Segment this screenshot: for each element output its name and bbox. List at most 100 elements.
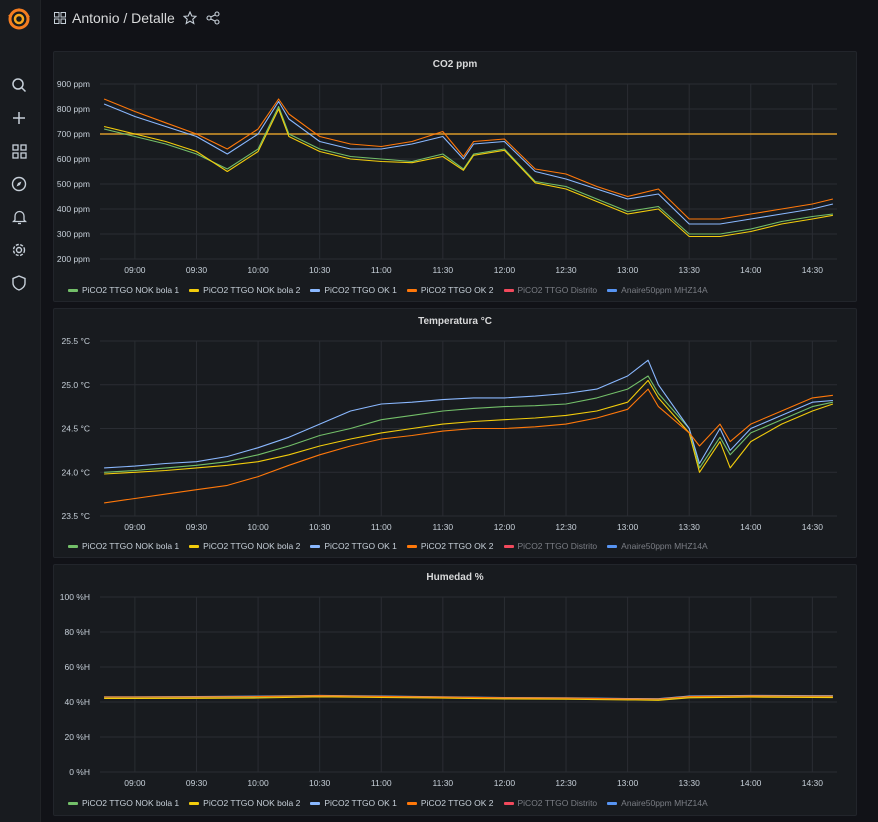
x-tick-label: 13:00 xyxy=(617,522,639,532)
series-line[interactable] xyxy=(104,695,833,700)
panel-title[interactable]: CO2 ppm xyxy=(432,59,478,70)
grafana-logo-icon[interactable] xyxy=(6,6,32,32)
panel-co2[interactable]: CO2 ppm 200 ppm 300 ppm 400 ppm 500 ppm 600 … xyxy=(53,51,857,302)
legend-item[interactable]: PiCO2 TTGO OK 2 xyxy=(406,284,494,296)
x-tick-label: 14:00 xyxy=(740,265,762,275)
legend: PiCO2 TTGO NOK bola 1 PiCO2 TTGO NOK bola… xyxy=(68,797,718,809)
legend-item[interactable]: PiCO2 TTGO OK 1 xyxy=(310,797,397,809)
y-tick-label: 20 %H xyxy=(64,732,90,742)
x-tick-label: 09:00 xyxy=(124,778,146,788)
series-line[interactable] xyxy=(104,375,834,473)
series-line[interactable] xyxy=(104,359,833,469)
side-menu xyxy=(0,0,41,822)
alerting-bell-icon[interactable] xyxy=(8,206,30,228)
legend-item[interactable]: Anaire50ppm MHZ14A xyxy=(607,540,708,552)
legend-item[interactable]: PiCO2 TTGO NOK bola 2 xyxy=(189,540,300,552)
dashboards-icon[interactable] xyxy=(8,140,30,162)
legend-swatch xyxy=(607,288,618,292)
x-tick-label: 13:30 xyxy=(679,522,701,532)
dashboard-breadcrumb-title[interactable]: Antonio / Detalle xyxy=(72,10,175,26)
y-tick-label: 700 ppm xyxy=(57,129,90,139)
temperature-chart: 23.5 °C 24.0 °C 24.5 °C 25.0 °C 25.5 °C 09:00… xyxy=(62,336,837,532)
legend-label: PiCO2 TTGO NOK bola 1 xyxy=(82,285,180,295)
x-tick-label: 14:00 xyxy=(740,522,762,532)
x-tick-label: 10:30 xyxy=(309,265,331,275)
x-tick-label: 12:30 xyxy=(555,265,577,275)
y-tick-label: 900 ppm xyxy=(57,79,90,89)
series-line[interactable] xyxy=(104,696,833,701)
humidity-chart: 0 %H 20 %H 40 %H 60 %H 80 %H 100 %H 09:00 09:30… xyxy=(60,592,837,788)
settings-gear-icon[interactable] xyxy=(8,239,30,261)
legend-label: Anaire50ppm MHZ14A xyxy=(621,541,708,551)
legend-label: PiCO2 TTGO NOK bola 2 xyxy=(203,285,301,295)
x-tick-label: 09:00 xyxy=(124,522,146,532)
x-tick-label: 13:00 xyxy=(617,265,639,275)
panel-humidity[interactable]: Humedad % 0 %H 20 %H 40 %H 60 %H 80 %H 100 %H… xyxy=(53,564,857,816)
y-tick-label: 100 %H xyxy=(60,592,90,602)
legend-item[interactable]: PiCO2 TTGO OK 2 xyxy=(406,797,494,809)
x-tick-label: 13:30 xyxy=(679,265,701,275)
search-icon[interactable] xyxy=(8,74,30,96)
legend-swatch xyxy=(310,544,321,548)
x-tick-label: 09:30 xyxy=(186,522,208,532)
legend-item[interactable]: PiCO2 TTGO NOK bola 1 xyxy=(68,284,179,296)
dashboard-grid-icon xyxy=(54,12,66,24)
series-line[interactable] xyxy=(103,105,833,235)
plus-icon[interactable] xyxy=(8,107,30,129)
panel-title[interactable]: Temperatura °C xyxy=(418,316,492,327)
legend-swatch xyxy=(503,544,514,548)
legend-item[interactable]: PiCO2 TTGO NOK bola 2 xyxy=(189,797,300,809)
legend: PiCO2 TTGO NOK bola 1 PiCO2 TTGO NOK bola… xyxy=(68,540,718,552)
x-tick-label: 11:30 xyxy=(433,265,454,275)
y-tick-label: 25.0 °C xyxy=(62,380,90,390)
legend-label: Anaire50ppm MHZ14A xyxy=(621,285,708,295)
y-tick-label: 0 %H xyxy=(69,767,90,777)
y-tick-label: 800 ppm xyxy=(57,104,90,114)
y-tick-label: 300 ppm xyxy=(57,229,90,239)
x-tick-label: 09:00 xyxy=(124,265,146,275)
legend-label: PiCO2 TTGO OK 1 xyxy=(324,798,397,808)
panel-title[interactable]: Humedad % xyxy=(426,572,484,583)
legend-item[interactable]: Anaire50ppm MHZ14A xyxy=(607,284,708,296)
y-tick-label: 40 %H xyxy=(64,697,90,707)
legend-item[interactable]: PiCO2 TTGO OK 1 xyxy=(310,284,397,296)
x-tick-label: 12:00 xyxy=(494,265,516,275)
legend-item[interactable]: PiCO2 TTGO Distrito xyxy=(503,797,597,809)
panel-temperature[interactable]: Temperatura °C 23.5 °C 24.0 °C 24.5 °C 25.0… xyxy=(53,308,857,558)
star-icon[interactable] xyxy=(183,11,197,25)
legend-item[interactable]: PiCO2 TTGO NOK bola 1 xyxy=(68,540,179,552)
legend-label: PiCO2 TTGO OK 2 xyxy=(420,541,494,551)
legend-label: PiCO2 TTGO Distrito xyxy=(517,285,598,295)
legend-swatch xyxy=(503,801,514,805)
legend-item[interactable]: Anaire50ppm MHZ14A xyxy=(607,797,708,809)
x-tick-label: 12:00 xyxy=(494,778,516,788)
y-tick-label: 80 %H xyxy=(64,627,90,637)
y-tick-label: 600 ppm xyxy=(57,154,90,164)
series-line[interactable] xyxy=(104,388,833,504)
y-tick-label: 25.5 °C xyxy=(62,336,90,346)
legend-swatch xyxy=(68,544,78,548)
y-tick-label: 200 ppm xyxy=(57,254,90,264)
series-line[interactable] xyxy=(104,379,834,475)
y-tick-label: 500 ppm xyxy=(57,179,90,189)
legend-item[interactable]: PiCO2 TTGO NOK bola 2 xyxy=(189,284,300,296)
legend-item[interactable]: PiCO2 TTGO NOK bola 1 xyxy=(68,797,179,809)
legend-item[interactable]: PiCO2 TTGO OK 1 xyxy=(310,540,397,552)
shield-icon[interactable] xyxy=(8,272,30,294)
share-icon[interactable] xyxy=(206,11,220,25)
dashboard-navbar: Antonio / Detalle xyxy=(40,0,878,38)
series-line[interactable] xyxy=(103,98,834,220)
explore-compass-icon[interactable] xyxy=(8,173,30,195)
legend-swatch xyxy=(68,801,78,805)
series-line[interactable] xyxy=(103,108,833,238)
y-tick-label: 24.5 °C xyxy=(62,424,90,434)
series-line[interactable] xyxy=(103,100,834,225)
legend-item[interactable]: PiCO2 TTGO Distrito xyxy=(503,284,598,296)
legend-item[interactable]: PiCO2 TTGO OK 2 xyxy=(406,540,494,552)
y-tick-label: 400 ppm xyxy=(57,204,90,214)
x-tick-label: 11:00 xyxy=(371,265,392,275)
x-tick-label: 14:30 xyxy=(802,265,824,275)
y-tick-label: 60 %H xyxy=(64,662,90,672)
legend-item[interactable]: PiCO2 TTGO Distrito xyxy=(503,540,597,552)
x-tick-label: 13:00 xyxy=(617,778,639,788)
